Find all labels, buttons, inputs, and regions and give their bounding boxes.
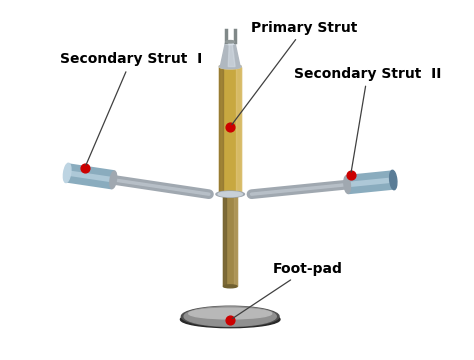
Polygon shape: [220, 44, 240, 67]
Point: [81, 165, 89, 171]
Ellipse shape: [110, 171, 117, 189]
Text: Primary Strut: Primary Strut: [232, 21, 358, 125]
Bar: [223, 194, 237, 286]
Text: Secondary Strut  II: Secondary Strut II: [294, 67, 441, 172]
Text: Foot-pad: Foot-pad: [233, 262, 343, 319]
Bar: [234, 194, 237, 286]
Ellipse shape: [226, 41, 235, 43]
Ellipse shape: [182, 306, 279, 327]
Point: [227, 317, 234, 323]
Ellipse shape: [225, 42, 235, 45]
Ellipse shape: [218, 192, 242, 197]
Ellipse shape: [218, 192, 243, 197]
Bar: [219, 67, 241, 194]
Point: [347, 172, 355, 177]
Bar: [223, 194, 226, 286]
Point: [227, 124, 234, 130]
Bar: [219, 67, 223, 194]
Ellipse shape: [216, 191, 245, 197]
Ellipse shape: [181, 311, 280, 328]
Text: Secondary Strut  I: Secondary Strut I: [60, 53, 202, 165]
Ellipse shape: [219, 64, 241, 69]
Ellipse shape: [344, 176, 350, 193]
Ellipse shape: [184, 307, 276, 326]
Bar: [237, 67, 241, 194]
Ellipse shape: [223, 285, 237, 288]
Ellipse shape: [189, 308, 272, 319]
Ellipse shape: [219, 64, 241, 69]
Polygon shape: [228, 44, 235, 67]
Ellipse shape: [64, 163, 71, 183]
Ellipse shape: [390, 170, 397, 190]
